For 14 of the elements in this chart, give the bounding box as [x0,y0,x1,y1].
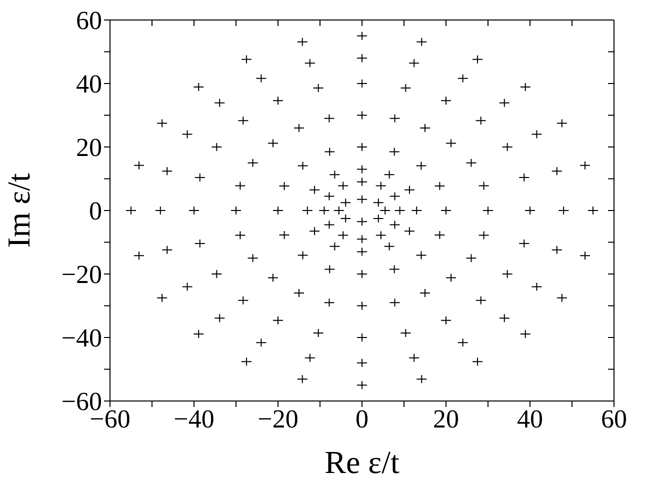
x-tick-label: 0 [356,404,368,434]
y-tick-label: 0 [89,196,102,226]
x-tick-label: 20 [433,404,459,434]
x-tick-label: −40 [174,404,214,434]
y-axis-title: Im ε/t [0,173,36,248]
x-axis-title: Re ε/t [324,444,400,480]
y-tick-label: 60 [76,6,102,36]
y-tick-label: −40 [61,324,102,353]
y-tick-label: 20 [76,133,102,162]
y-tick-label: −20 [61,260,102,290]
x-tick-label: −20 [258,404,298,434]
y-tick-label: 40 [76,70,102,99]
x-tick-label: 60 [601,404,627,434]
x-tick-label: 40 [517,404,543,434]
